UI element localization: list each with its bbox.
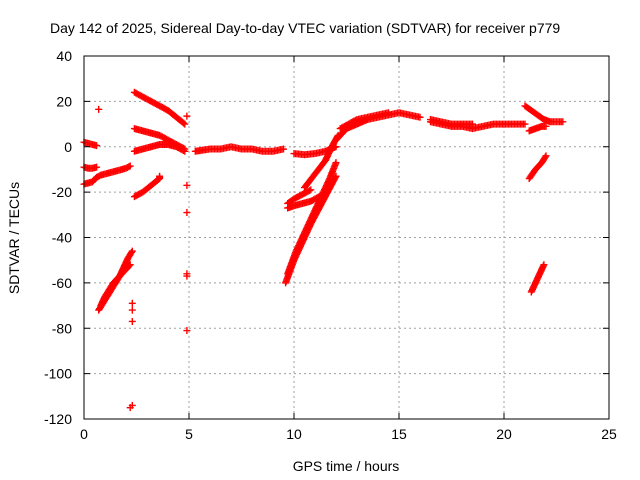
y-tick-label: -100 xyxy=(44,366,72,382)
data-point xyxy=(180,119,188,127)
data-point xyxy=(183,181,191,189)
y-tick-label: -120 xyxy=(44,411,72,427)
data-point xyxy=(307,186,315,194)
data-point xyxy=(183,209,191,217)
y-tick-label: -60 xyxy=(52,275,72,291)
data-point xyxy=(541,153,549,161)
x-tick-label: 15 xyxy=(391,426,407,442)
series-arc-early-low xyxy=(80,162,134,188)
series-arc-12-15h-2 xyxy=(336,109,392,133)
data-point xyxy=(181,147,189,155)
series-arc-5-9h xyxy=(191,143,287,155)
data-point xyxy=(93,163,101,171)
chart-title: Day 142 of 2025, Sidereal Day-to-day VTE… xyxy=(50,20,560,36)
data-point xyxy=(126,261,134,269)
series-arc-21-22h-high xyxy=(521,102,567,126)
data-point xyxy=(183,112,191,120)
data-point xyxy=(332,159,340,167)
series-isolated-5h xyxy=(183,112,191,335)
series-arc-early-rise-2 xyxy=(97,261,134,310)
data-point xyxy=(95,105,103,113)
series-arc-2-high xyxy=(130,88,189,128)
y-tick-label: 40 xyxy=(56,48,72,64)
data-point xyxy=(559,118,567,126)
data-point xyxy=(126,404,134,412)
series-arc-16-19h-2 xyxy=(427,116,476,128)
x-tick-label: 5 xyxy=(185,426,193,442)
data-point xyxy=(540,261,548,269)
x-tick-label: 0 xyxy=(80,426,88,442)
data-point xyxy=(93,142,101,150)
data-point xyxy=(128,306,136,314)
data-point xyxy=(416,113,424,121)
series-arc-21-22h-bottom xyxy=(527,261,548,296)
series-arc-21-22h-low xyxy=(525,152,550,183)
y-tick-label: -40 xyxy=(52,230,72,246)
data-point xyxy=(183,272,191,280)
series-rise-10-12h-2 xyxy=(284,159,340,278)
data-point xyxy=(385,109,392,117)
data-point xyxy=(183,327,191,335)
series-arc-2-low xyxy=(130,172,164,201)
series-arc-early-isolated xyxy=(95,105,136,412)
series-arc-early-top xyxy=(80,138,101,150)
data-point xyxy=(305,187,313,195)
series-arc-early-mid xyxy=(80,163,101,172)
x-tick-label: 10 xyxy=(286,426,302,442)
series-arc-2-zero xyxy=(130,140,189,155)
series-arc-21-22h-mid xyxy=(525,122,550,135)
y-axis-label: SDTVAR / TECUs xyxy=(6,182,22,294)
data-point xyxy=(126,162,134,170)
data-point xyxy=(542,152,550,160)
data-point xyxy=(542,122,550,130)
data-point xyxy=(125,262,133,270)
data-marks xyxy=(80,88,567,412)
data-point xyxy=(469,120,476,128)
axis-ticks: 0 5 10 15 20 25 -120 -100 -80 -60 -40 -20 0 20 40 xyxy=(44,48,617,442)
y-tick-label: 0 xyxy=(64,139,72,155)
series-arc-10-low-2 xyxy=(284,186,315,207)
data-point xyxy=(128,317,136,325)
series-rise-10-13h xyxy=(301,131,342,192)
data-point xyxy=(179,147,187,155)
x-tick-label: 25 xyxy=(601,426,617,442)
x-tick-label: 20 xyxy=(496,426,512,442)
y-tick-label: -20 xyxy=(52,184,72,200)
data-point xyxy=(128,299,136,307)
data-point xyxy=(156,172,164,180)
x-axis-label: GPS time / hours xyxy=(293,458,400,474)
data-point xyxy=(128,247,136,255)
data-point xyxy=(125,163,133,171)
data-point xyxy=(127,248,135,256)
y-tick-label: -80 xyxy=(52,320,72,336)
y-tick-label: 20 xyxy=(56,93,72,109)
data-point xyxy=(521,120,529,128)
data-point xyxy=(280,145,287,153)
data-point xyxy=(181,120,189,128)
